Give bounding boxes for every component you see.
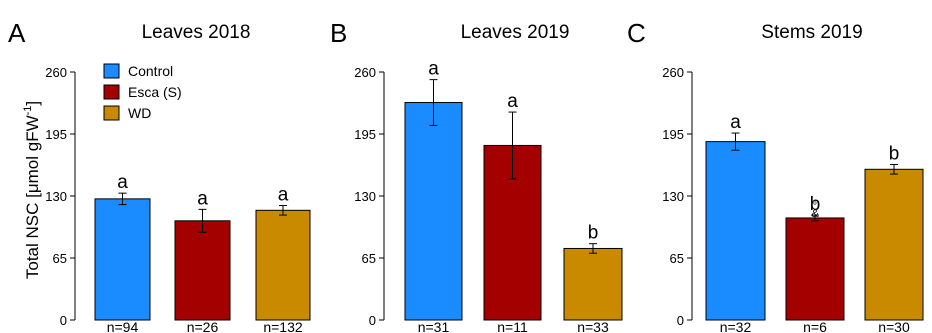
significance-letter: b (588, 223, 599, 244)
bar-control (404, 102, 463, 321)
sample-size-label: n=30 (878, 319, 910, 333)
legend-swatch (103, 105, 120, 121)
sample-size-label: n=132 (263, 319, 303, 333)
y-tick-label: 260 (662, 65, 684, 80)
y-tick-label: 195 (662, 127, 684, 142)
sample-size-label: n=32 (720, 319, 752, 333)
bar-control (94, 198, 151, 321)
legend-swatch (103, 84, 120, 100)
significance-letter: a (730, 112, 741, 133)
legend-label: Esca (S) (128, 84, 182, 100)
y-tick-label: 0 (369, 313, 376, 328)
sample-size-label: n=26 (187, 319, 219, 333)
legend-swatch (103, 63, 120, 79)
significance-letter: a (197, 188, 208, 209)
significance-letter: a (507, 91, 518, 112)
y-tick-label: 65 (670, 251, 684, 266)
significance-letter: b (889, 144, 900, 165)
legend: Control Esca (S) WD (103, 63, 182, 121)
y-tick-label: 195 (354, 127, 376, 142)
significance-letter: a (117, 172, 128, 193)
significance-letter: a (278, 185, 289, 206)
y-tick-label: 0 (60, 313, 67, 328)
significance-letter: b (810, 194, 821, 215)
y-tick-label: 65 (53, 251, 67, 266)
legend-label: Control (128, 63, 173, 79)
sample-size-label: n=31 (418, 319, 450, 333)
y-tick-label: 195 (45, 127, 67, 142)
panel-letter: C (627, 18, 646, 48)
y-tick-label: 260 (354, 65, 376, 80)
y-axis-label: Total NSC [μmol gFW-1] (22, 101, 42, 279)
panel-letter: B (330, 18, 347, 48)
legend-label: WD (128, 105, 151, 121)
y-tick-label: 130 (45, 189, 67, 204)
bar-esca-s (785, 217, 845, 321)
outlier-marker: ° (813, 201, 817, 213)
y-tick-label: 0 (677, 313, 684, 328)
bar-wd (255, 209, 311, 321)
panel-letter: A (8, 18, 26, 48)
y-tick-label: 130 (662, 189, 684, 204)
panel-title: Leaves 2018 (142, 22, 251, 43)
chart-panel-b: B Leaves 2019 0 65 130 195 260 a n=31 a n=11 b n=33 (330, 18, 623, 333)
y-axis-label-superscript: -1 (22, 106, 34, 116)
sample-size-label: n=33 (577, 319, 609, 333)
chart-panel-c: C Stems 2019 0 65 130 195 260 a n=32 b n=6 b n=30 °& (627, 18, 924, 333)
panel-title: Stems 2019 (761, 22, 862, 43)
sample-size-label: n=11 (497, 319, 528, 333)
y-tick-label: 65 (362, 251, 376, 266)
significance-letter: a (428, 59, 439, 80)
outlier-marker: & (811, 208, 819, 220)
y-axis-label-main: Total NSC [μmol gFW (23, 115, 42, 279)
sample-size-label: n=94 (107, 319, 139, 333)
panels: A Leaves 2018 0 65 130 195 260 a n=94 a n=26 a n=132… (8, 18, 924, 333)
bar-esca-s (174, 220, 231, 321)
y-axis-label-end: ] (23, 101, 42, 106)
y-tick-label: 130 (354, 189, 376, 204)
bar-control (705, 141, 766, 321)
sample-size-label: n=6 (803, 319, 827, 333)
panel-title: Leaves 2019 (461, 22, 570, 43)
bar-wd (864, 168, 924, 321)
chart-panel-a: A Leaves 2018 0 65 130 195 260 a n=94 a n=26 a n=132 (8, 18, 311, 333)
bar-wd (563, 247, 623, 321)
y-tick-label: 260 (45, 65, 67, 80)
